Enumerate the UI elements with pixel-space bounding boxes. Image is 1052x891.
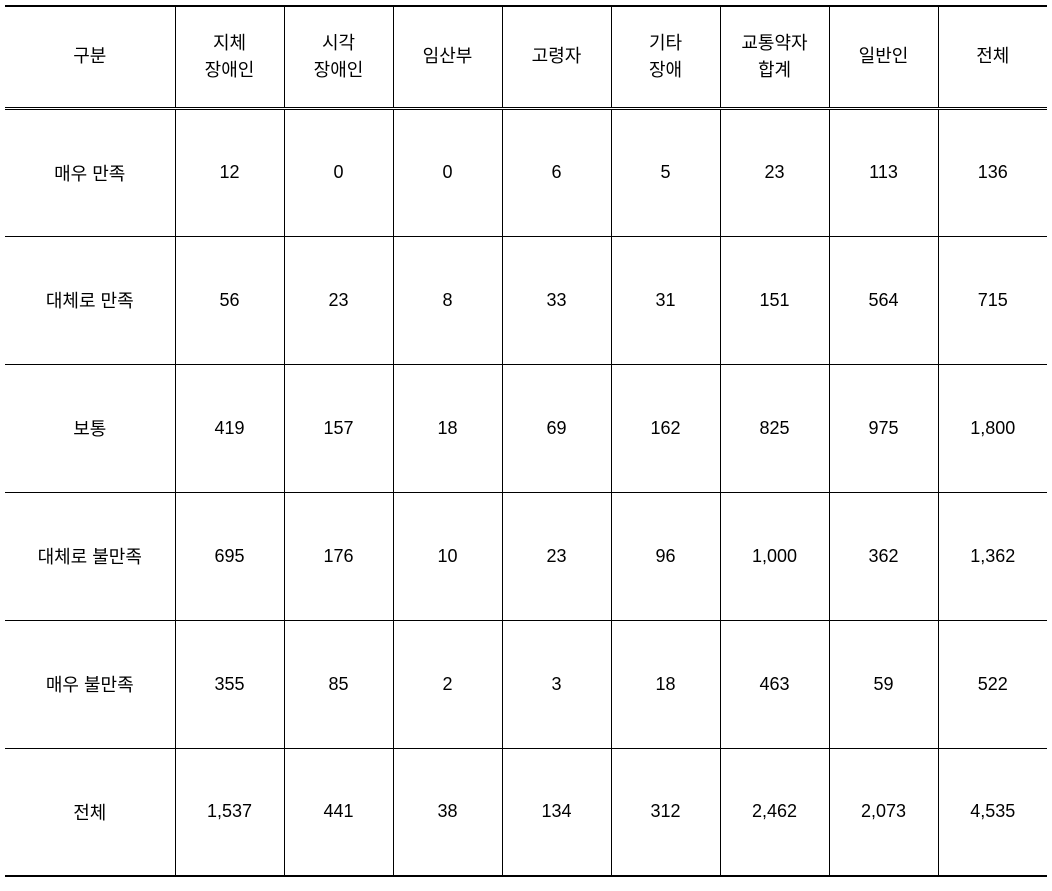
column-header-0: 구분 (5, 6, 175, 108)
data-cell: 12 (175, 108, 284, 236)
data-cell: 176 (284, 492, 393, 620)
column-header-3: 임산부 (393, 6, 502, 108)
table-body: 매우 만족12006523113136대체로 만족562383331151564… (5, 108, 1047, 876)
header-label-line1: 기타 (649, 33, 682, 53)
data-cell: 56 (175, 236, 284, 364)
header-label-line1: 지체 (213, 33, 246, 53)
data-cell: 463 (720, 620, 829, 748)
data-cell: 23 (502, 492, 611, 620)
header-label-line2: 합계 (758, 60, 791, 80)
data-cell: 419 (175, 364, 284, 492)
data-cell: 564 (829, 236, 938, 364)
data-cell: 18 (611, 620, 720, 748)
data-cell: 5 (611, 108, 720, 236)
data-cell: 825 (720, 364, 829, 492)
table-header: 구분지체장애인시각장애인임산부고령자기타장애교통약자합계일반인전체 (5, 6, 1047, 108)
data-cell: 4,535 (938, 748, 1047, 876)
data-cell: 2,462 (720, 748, 829, 876)
data-cell: 38 (393, 748, 502, 876)
data-cell: 522 (938, 620, 1047, 748)
data-cell: 134 (502, 748, 611, 876)
data-cell: 355 (175, 620, 284, 748)
row-label: 매우 만족 (5, 108, 175, 236)
row-label: 보통 (5, 364, 175, 492)
data-cell: 113 (829, 108, 938, 236)
data-cell: 136 (938, 108, 1047, 236)
data-cell: 157 (284, 364, 393, 492)
header-label-line1: 시각 (322, 33, 355, 53)
data-cell: 0 (284, 108, 393, 236)
data-cell: 59 (829, 620, 938, 748)
column-header-2: 시각장애인 (284, 6, 393, 108)
row-label: 전체 (5, 748, 175, 876)
column-header-1: 지체장애인 (175, 6, 284, 108)
table-row: 전체1,537441381343122,4622,0734,535 (5, 748, 1047, 876)
header-row: 구분지체장애인시각장애인임산부고령자기타장애교통약자합계일반인전체 (5, 6, 1047, 108)
data-cell: 23 (720, 108, 829, 236)
table-row: 매우 불만족35585231846359522 (5, 620, 1047, 748)
data-cell: 441 (284, 748, 393, 876)
data-cell: 1,000 (720, 492, 829, 620)
column-header-8: 전체 (938, 6, 1047, 108)
header-label-line2: 장애인 (314, 60, 364, 80)
satisfaction-table: 구분지체장애인시각장애인임산부고령자기타장애교통약자합계일반인전체 매우 만족1… (5, 5, 1047, 877)
column-header-4: 고령자 (502, 6, 611, 108)
row-label: 대체로 불만족 (5, 492, 175, 620)
column-header-6: 교통약자합계 (720, 6, 829, 108)
data-cell: 1,537 (175, 748, 284, 876)
data-cell: 1,800 (938, 364, 1047, 492)
header-label-line1: 교통약자 (741, 33, 807, 53)
data-cell: 1,362 (938, 492, 1047, 620)
data-cell: 69 (502, 364, 611, 492)
data-cell: 162 (611, 364, 720, 492)
data-cell: 2 (393, 620, 502, 748)
data-cell: 31 (611, 236, 720, 364)
data-cell: 6 (502, 108, 611, 236)
table-row: 보통41915718691628259751,800 (5, 364, 1047, 492)
table-row: 대체로 만족562383331151564715 (5, 236, 1047, 364)
data-cell: 33 (502, 236, 611, 364)
row-label: 매우 불만족 (5, 620, 175, 748)
table-row: 대체로 불만족6951761023961,0003621,362 (5, 492, 1047, 620)
data-cell: 10 (393, 492, 502, 620)
data-cell: 0 (393, 108, 502, 236)
data-cell: 8 (393, 236, 502, 364)
data-cell: 3 (502, 620, 611, 748)
row-label: 대체로 만족 (5, 236, 175, 364)
data-cell: 23 (284, 236, 393, 364)
data-cell: 151 (720, 236, 829, 364)
data-cell: 695 (175, 492, 284, 620)
data-cell: 96 (611, 492, 720, 620)
data-cell: 312 (611, 748, 720, 876)
header-label-line2: 장애인 (205, 60, 255, 80)
column-header-7: 일반인 (829, 6, 938, 108)
header-label-line2: 장애 (649, 60, 682, 80)
data-cell: 2,073 (829, 748, 938, 876)
data-cell: 715 (938, 236, 1047, 364)
data-cell: 85 (284, 620, 393, 748)
data-cell: 362 (829, 492, 938, 620)
column-header-5: 기타장애 (611, 6, 720, 108)
table-row: 매우 만족12006523113136 (5, 108, 1047, 236)
data-cell: 18 (393, 364, 502, 492)
data-cell: 975 (829, 364, 938, 492)
